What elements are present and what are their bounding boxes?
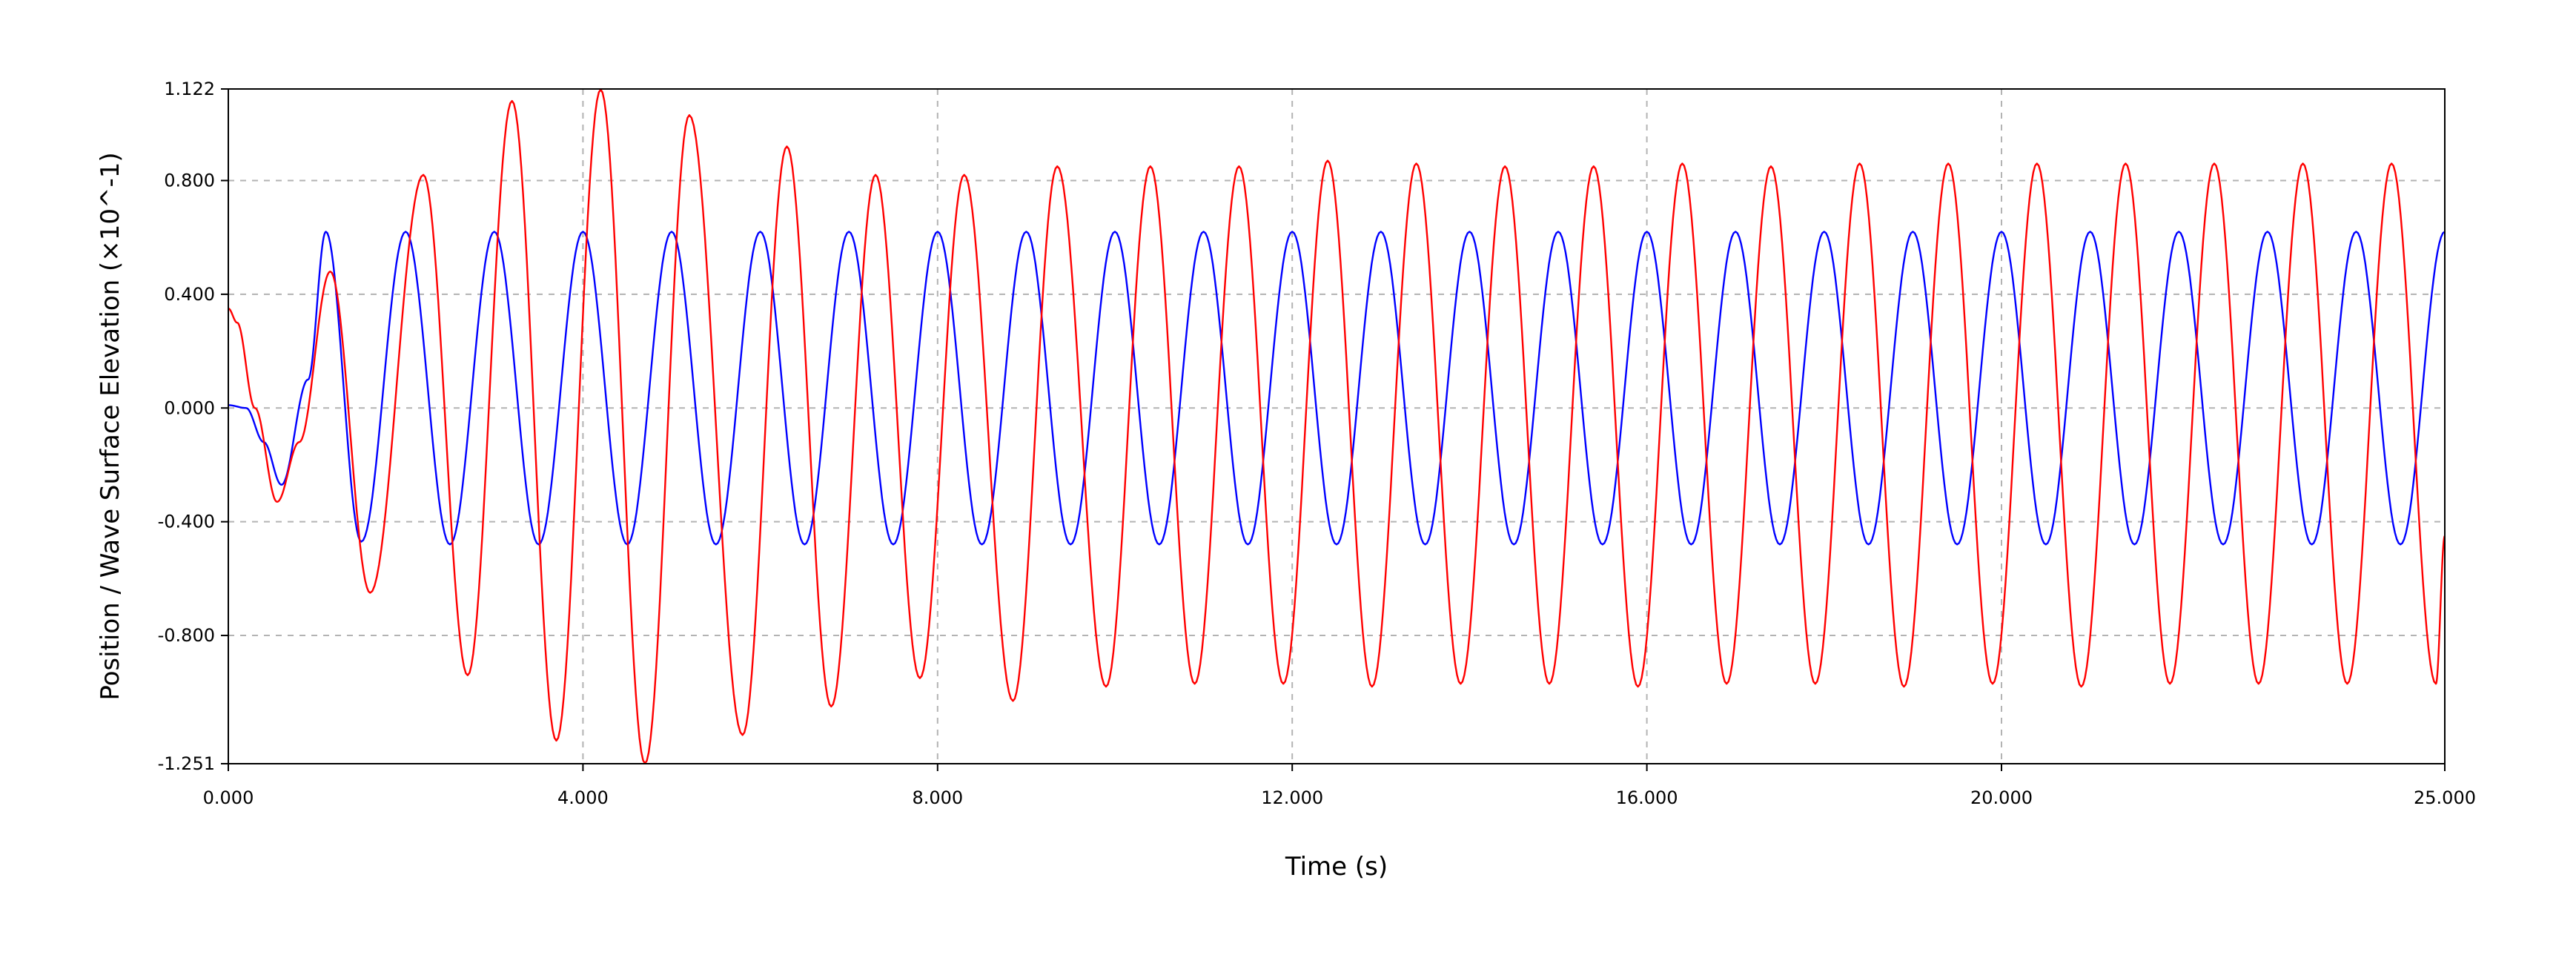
y-axis-ticks: 1.122 0.800 0.400 0.000 -0.400 -0.800 -1.251	[158, 79, 228, 774]
y-axis-title: Position / Wave Surface Elevation (×10^-…	[96, 152, 125, 700]
x-tick-label: 20.000	[1970, 787, 2033, 808]
x-tick-label: 8.000	[912, 787, 963, 808]
x-axis-ticks: 0.000 4.000 8.000 12.000 16.000 20.000 25.000	[203, 764, 2476, 808]
x-axis-title: Time (s)	[1285, 852, 1388, 882]
x-tick-label: 12.000	[1261, 787, 1323, 808]
y-tick-label: 1.122	[164, 79, 215, 99]
series-line-blue	[228, 231, 2446, 546]
x-tick-label: 16.000	[1616, 787, 1678, 808]
series-line-red	[228, 88, 2446, 764]
y-tick-label: 0.400	[164, 284, 215, 305]
y-tick-label: 0.800	[164, 170, 215, 191]
plot-frame	[228, 88, 2446, 764]
x-tick-label: 4.000	[557, 787, 609, 808]
x-tick-label: 0.000	[203, 787, 254, 808]
y-tick-label: -0.800	[158, 625, 215, 646]
y-tick-label: 0.000	[164, 397, 215, 418]
x-tick-label: 25.000	[2414, 787, 2476, 808]
series-layer	[228, 88, 2446, 764]
y-tick-label: -1.251	[158, 753, 215, 774]
grid-lines	[228, 89, 2445, 764]
y-tick-label: -0.400	[158, 512, 215, 532]
